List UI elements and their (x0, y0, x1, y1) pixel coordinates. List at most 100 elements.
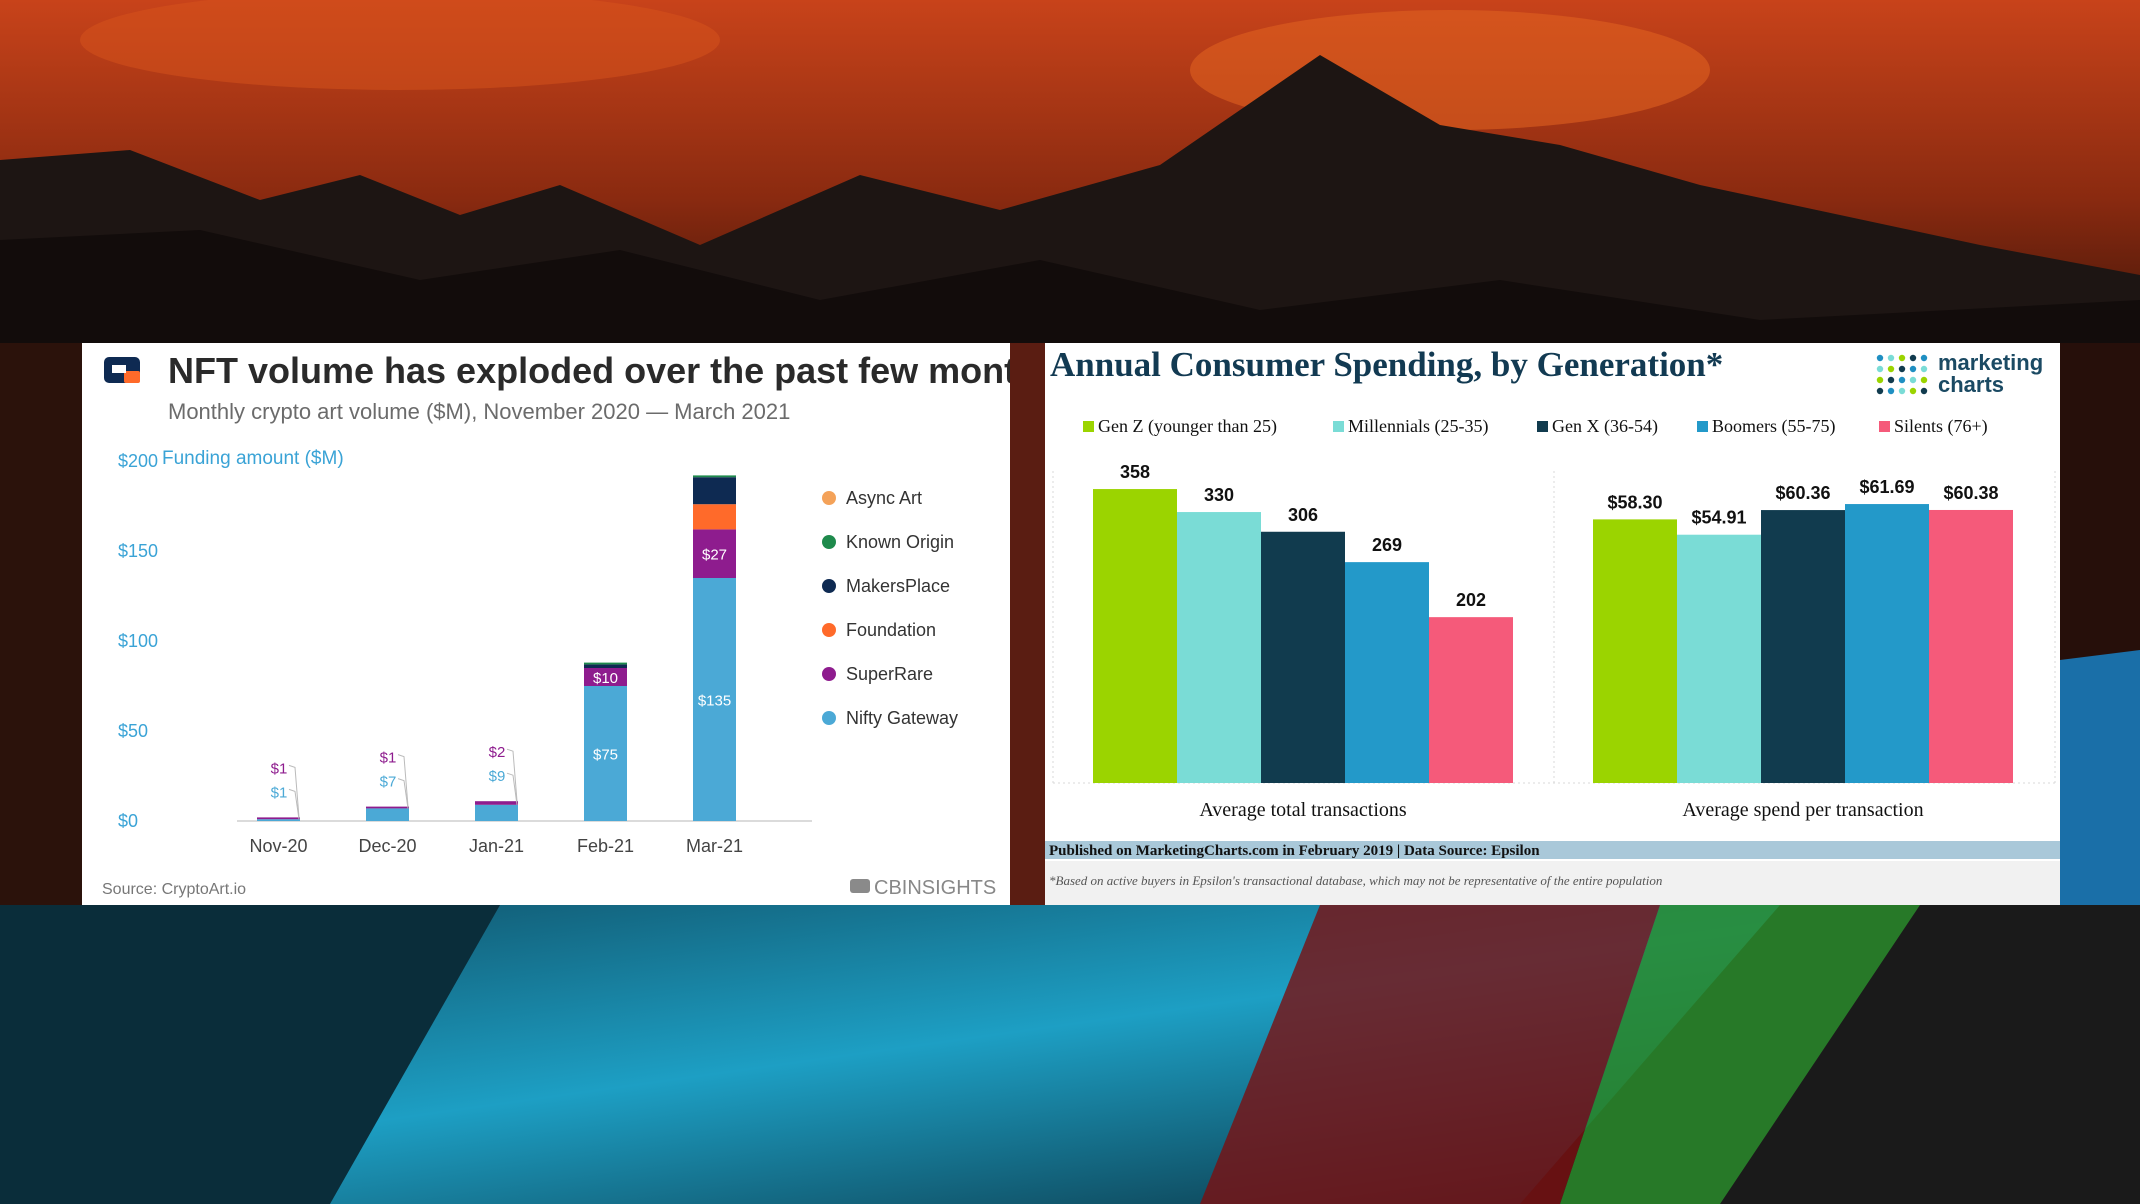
bar-silents-76--group-1 (1929, 509, 2013, 783)
y-tick-label: $100 (118, 631, 158, 651)
data-label: $9 (489, 768, 506, 785)
y-axis-label: Funding amount ($M) (162, 448, 344, 469)
legend-marker (822, 667, 836, 681)
data-label: $58.30 (1607, 492, 1662, 512)
bar-segment-nifty-gateway-feb-21 (584, 686, 627, 821)
nft-volume-chart-panel: NFT volume has exploded over the past fe… (82, 343, 1010, 905)
legend-marker (1879, 421, 1890, 432)
bar-millennials-25-35--group-0 (1177, 512, 1261, 783)
bar-segment-nifty-gateway-jan-21 (475, 804, 518, 821)
bar-segment-superrare-mar-21 (693, 529, 736, 578)
bar-gen-x-36-54--group-0 (1261, 531, 1345, 783)
data-label: $7 (380, 774, 397, 791)
callout-line (288, 764, 300, 818)
legend-item: Foundation (846, 620, 936, 640)
data-label: $75 (593, 747, 618, 764)
logo-dot (1887, 365, 1895, 373)
bar-segment-makersplace-feb-21 (584, 664, 627, 668)
data-label: $27 (702, 547, 727, 564)
bar-segment-makersplace-mar-21 (693, 477, 736, 505)
callout-line (506, 748, 518, 802)
category-labels: Average total transactions Average spend … (1199, 799, 1923, 821)
legend-item: SuperRare (846, 664, 933, 684)
chart-title: NFT volume has exploded over the past fe… (168, 350, 1010, 391)
logo-dot (1876, 365, 1884, 373)
x-tick-label: Jan-21 (469, 836, 524, 856)
logo-dot (1898, 365, 1906, 373)
footnote-area (1045, 861, 2060, 905)
category-label: Average spend per transaction (1682, 799, 1923, 821)
bar-gen-z-younger-than-25--group-1 (1593, 519, 1677, 783)
brand-text: CBINSIGHTS (874, 877, 996, 899)
category-label: Average total transactions (1199, 799, 1407, 821)
bar-segment-superrare-feb-21 (584, 668, 627, 686)
chart-title: Annual Consumer Spending, by Generation* (1050, 345, 1723, 384)
legend-item: Async Art (846, 488, 922, 508)
consumer-spending-chart-panel: Annual Consumer Spending, by Generation*… (1045, 343, 2060, 905)
logo-dot (1920, 376, 1928, 384)
data-label: $54.91 (1691, 508, 1746, 528)
legend-item: MakersPlace (846, 576, 950, 596)
chart-subtitle: Monthly crypto art volume ($M), November… (168, 399, 790, 424)
logo-dot (1876, 354, 1884, 362)
callout-line (506, 772, 518, 805)
bar-millennials-25-35--group-1 (1677, 534, 1761, 783)
x-tick-label: Mar-21 (686, 836, 743, 856)
data-label: $60.36 (1775, 483, 1830, 503)
logo-dot (1920, 354, 1928, 362)
cb-insights-brand: CBINSIGHTS (850, 877, 996, 899)
bar-segment-nifty-gateway-nov-20 (257, 819, 300, 821)
x-tick-label: Nov-20 (249, 836, 307, 856)
bar-segment-known-origin-feb-21 (584, 662, 627, 665)
source-note: Source: CryptoArt.io (102, 881, 246, 898)
cb-insights-logo-icon (104, 357, 140, 383)
brand-text-line2: charts (1938, 372, 2004, 397)
legend-marker (822, 711, 836, 725)
logo-dot (1909, 387, 1917, 395)
legend-marker (822, 535, 836, 549)
logo-dot (1876, 387, 1884, 395)
logo-dot (1909, 354, 1917, 362)
legend-item: Nifty Gateway (846, 708, 958, 728)
y-tick-label: $0 (118, 811, 138, 831)
y-tick-label: $50 (118, 721, 148, 741)
cb-brand-icon (850, 879, 870, 893)
y-tick-label: $200 (118, 451, 158, 471)
consumer-spending-chart: Annual Consumer Spending, by Generation*… (1045, 345, 2060, 905)
legend-item: Silents (76+) (1894, 416, 1988, 437)
logo-dot (1887, 376, 1895, 384)
bar-segment-foundation-mar-21 (693, 504, 736, 530)
legend-item: Gen Z (younger than 25) (1098, 416, 1277, 437)
bar-boomers-55-75--group-1 (1845, 504, 1929, 783)
logo-dot (1920, 387, 1928, 395)
marketing-charts-logo: marketing charts (1876, 350, 2043, 397)
legend-item: Gen X (36-54) (1552, 416, 1658, 437)
bar-gen-x-36-54--group-1 (1761, 510, 1845, 783)
data-label: $2 (489, 744, 506, 761)
callout-line (288, 788, 300, 820)
legend-item: Boomers (55-75) (1712, 416, 1835, 437)
legend-marker (822, 491, 836, 505)
bar-segment-superrare-dec-20 (366, 806, 409, 809)
legend-marker (822, 579, 836, 593)
logo-dot (1909, 376, 1917, 384)
stacked-bars: $1 $1 $7 $1 $9 $2 $75 $10 $135 $27 (257, 475, 736, 821)
data-label: $61.69 (1859, 477, 1914, 497)
bar-segment-superrare-nov-20 (257, 817, 300, 820)
bar-silents-76--group-0 (1429, 617, 1513, 783)
logo-dot (1887, 354, 1895, 362)
data-label: 269 (1372, 535, 1402, 555)
legend-marker (822, 623, 836, 637)
logo-dot (1898, 387, 1906, 395)
logo-dot (1876, 376, 1884, 384)
brand-text-line1: marketing (1938, 350, 2043, 375)
x-axis-ticks: Nov-20 Dec-20 Jan-21 Feb-21 Mar-21 (249, 836, 743, 856)
callout-line (397, 754, 409, 807)
legend: Async Art Known Origin MakersPlace Foundati… (822, 488, 958, 728)
nft-volume-chart: NFT volume has exploded over the past fe… (102, 350, 1010, 899)
x-tick-label: Feb-21 (577, 836, 634, 856)
data-label: 202 (1456, 590, 1486, 610)
legend-item: Millennials (25-35) (1348, 416, 1488, 437)
bar-gen-z-younger-than-25--group-0 (1093, 489, 1177, 783)
